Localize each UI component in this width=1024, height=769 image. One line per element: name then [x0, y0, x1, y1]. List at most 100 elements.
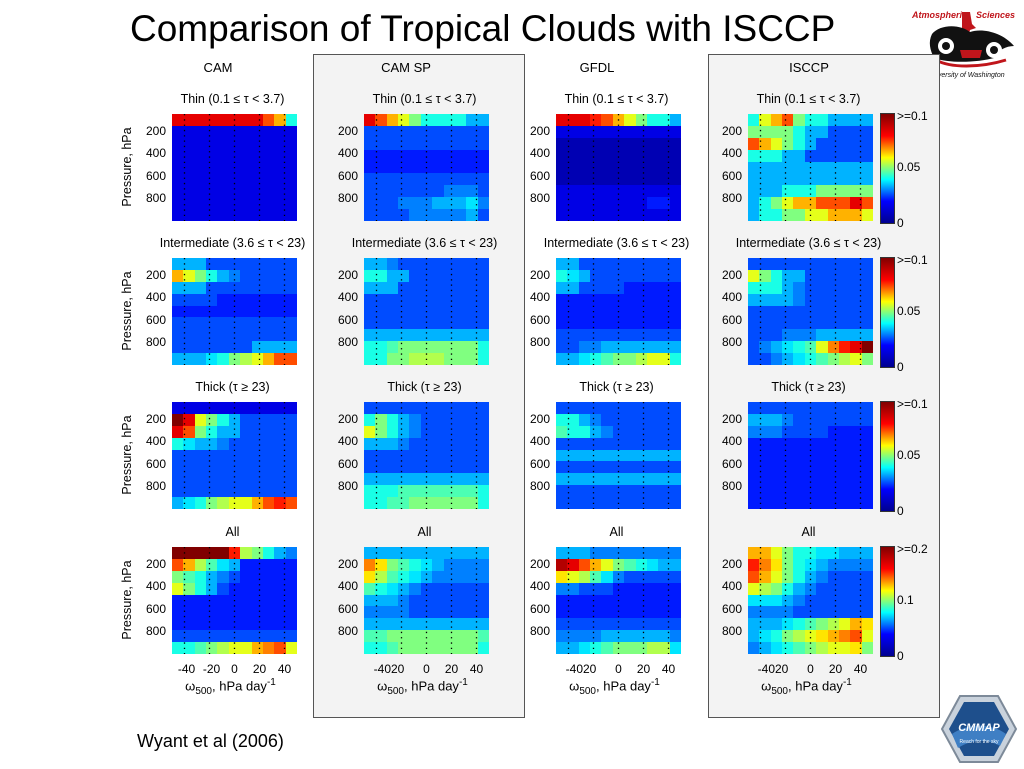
heatmap-cell	[658, 425, 670, 438]
heatmap-cell	[759, 606, 771, 619]
heatmap-cell	[850, 461, 862, 474]
heatmap-cell	[172, 437, 184, 450]
heatmap-cell	[556, 161, 568, 174]
x-axis-label: ω500, hPa day-1	[377, 677, 468, 697]
heatmap-cell	[386, 618, 399, 631]
heatmap-cell	[748, 547, 760, 559]
heatmap-cell	[228, 473, 241, 486]
heatmap-cell	[206, 642, 218, 654]
heatmap-cell	[466, 114, 478, 126]
heatmap-cell	[274, 618, 286, 631]
heatmap-cell	[782, 161, 794, 174]
heatmap-cell	[194, 570, 207, 583]
heatmap-cell	[262, 425, 275, 438]
heatmap-cell	[658, 281, 670, 294]
heatmap-cell	[861, 281, 873, 294]
heatmap-cell	[759, 582, 771, 595]
heatmap-cell	[804, 137, 817, 150]
heatmap-cell	[567, 449, 579, 462]
heatmap-cell	[454, 258, 467, 270]
heatmap-cell	[601, 185, 613, 198]
x-axis-label-sup: -1	[650, 677, 660, 688]
heatmap-cell	[658, 413, 670, 426]
heatmap-cell	[850, 594, 862, 607]
heatmap-cell	[364, 630, 376, 643]
heatmap-cell	[669, 570, 681, 583]
heatmap-cell	[827, 570, 839, 583]
heatmap-cell	[624, 437, 636, 450]
heatmap-cell	[624, 413, 636, 426]
heatmap-cell	[748, 353, 760, 365]
heatmap-cell	[861, 570, 873, 583]
heatmap-cell	[646, 485, 659, 498]
heatmap-cell	[793, 473, 805, 486]
heatmap-cell	[556, 413, 568, 426]
heatmap-cell	[782, 473, 794, 486]
heatmap-cell	[251, 570, 263, 583]
heatmap-cell	[409, 209, 421, 221]
heatmap-cell	[669, 618, 681, 631]
heatmap-cell	[183, 329, 195, 342]
heatmap-cell	[409, 125, 421, 138]
heatmap-cell	[578, 413, 591, 426]
heatmap-cell	[770, 137, 783, 150]
heatmap-cam-all	[172, 547, 297, 654]
heatmap-cell	[228, 437, 241, 450]
heatmap-cell	[432, 497, 444, 509]
heatmap-cell	[285, 281, 297, 294]
heatmap-cell	[172, 305, 184, 318]
heatmap-cell	[601, 558, 613, 571]
heatmap-cell	[612, 329, 625, 342]
heatmap-cell	[364, 329, 376, 342]
heatmap-cell	[432, 630, 444, 643]
heatmap-cell	[669, 281, 681, 294]
heatmap-cell	[409, 197, 421, 210]
x-axis-label-units: , hPa day	[788, 678, 843, 694]
y-tick-label: 600	[337, 456, 358, 471]
heatmap-cell	[172, 473, 184, 486]
heatmap-cell	[770, 630, 783, 643]
heatmap-cell	[420, 425, 433, 438]
heatmap-cell	[861, 473, 873, 486]
heatmap-cell	[398, 473, 410, 486]
colorbar-label-mid: 0.1	[897, 592, 914, 607]
heatmap-cell	[669, 293, 681, 306]
heatmap-cell	[612, 570, 625, 583]
x-tick-label: -40	[177, 662, 196, 676]
heatmap-cell	[782, 437, 794, 450]
heatmap-cell	[183, 594, 195, 607]
heatmap-cell	[838, 137, 851, 150]
heatmap-cell	[816, 570, 828, 583]
y-tick-label: 400	[721, 146, 742, 161]
heatmap-cell	[590, 293, 602, 306]
heatmap-cell	[827, 137, 839, 150]
x-tick-label: 0	[231, 662, 238, 676]
heatmap-cell	[477, 594, 489, 607]
y-tick-label: 400	[145, 290, 166, 305]
heatmap-cell	[669, 317, 681, 330]
heatmap-cell	[590, 413, 602, 426]
heatmap-cell	[466, 425, 478, 438]
heatmap-cell	[567, 161, 579, 174]
heatmap-cell	[669, 341, 681, 354]
heatmap-cell	[556, 137, 568, 150]
heatmap-cell	[240, 149, 252, 162]
heatmap-cell	[770, 437, 783, 450]
y-tick-label: 800	[337, 335, 358, 350]
heatmap-cell	[804, 269, 817, 282]
heatmap-cell	[793, 185, 805, 198]
heatmap-cell	[206, 547, 218, 559]
heatmap-cell	[228, 461, 241, 474]
heatmap-cell	[409, 185, 421, 198]
colorbar-label-mid: 0.05	[897, 447, 921, 462]
heatmap-cell	[172, 461, 184, 474]
heatmap-cell	[375, 305, 387, 318]
heatmap-cell	[285, 305, 297, 318]
y-tick-label: 600	[721, 312, 742, 327]
heatmap-cell	[420, 185, 433, 198]
heatmap-cell	[770, 161, 783, 174]
heatmap-cell	[194, 630, 207, 643]
slide-title: Comparison of Tropical Clouds with ISCCP	[130, 8, 836, 49]
heatmap-cell	[850, 258, 862, 270]
heatmap-cell	[804, 582, 817, 595]
